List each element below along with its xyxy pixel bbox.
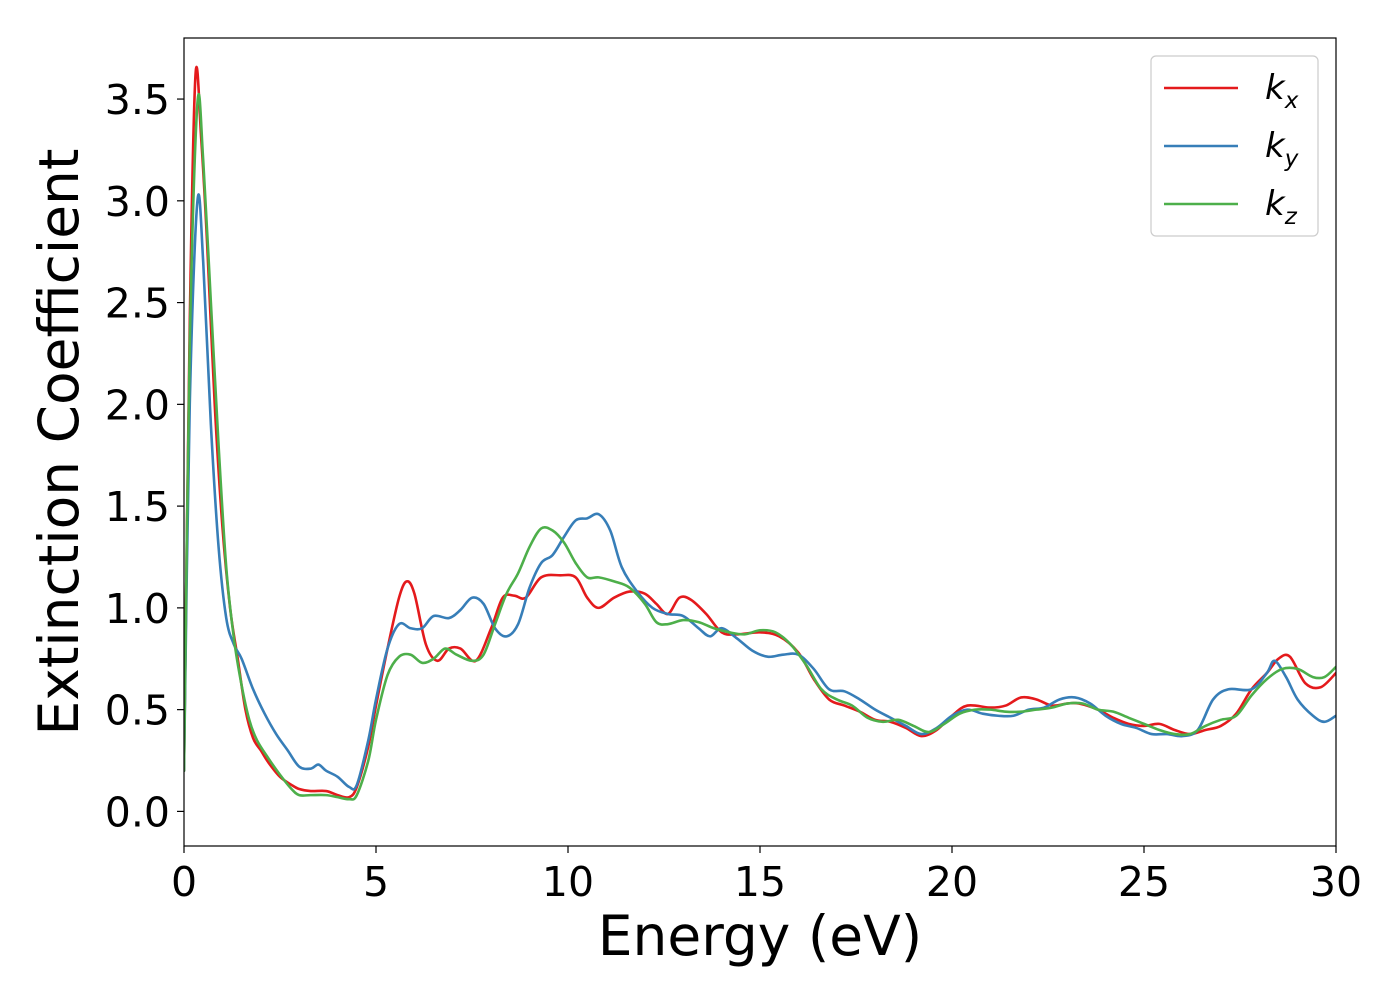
x-axis-ticks: 0 5 10 15 20 25 30 [171, 846, 1362, 906]
legend-label-subscript: y [1284, 146, 1299, 172]
y-axis-label: Extinction Coefficient [27, 149, 91, 736]
legend-label-main: k [1265, 126, 1286, 166]
legend-label-subscript: x [1284, 88, 1299, 114]
y-tick-label: 0.0 [105, 788, 170, 836]
x-tick-label: 25 [1118, 858, 1170, 906]
series-line-kz [184, 92, 1336, 801]
y-tick-label: 2.5 [105, 280, 170, 328]
y-tick-label: 2.0 [105, 381, 170, 429]
y-tick-label: 1.5 [105, 483, 170, 531]
y-tick-label: 1.0 [105, 585, 170, 633]
x-tick-label: 15 [734, 858, 786, 906]
x-tick-label: 5 [363, 858, 389, 906]
y-tick-label: 0.5 [105, 687, 170, 735]
legend-label-main: k [1265, 68, 1286, 108]
y-tick-label: 3.0 [105, 178, 170, 226]
x-axis-label: Energy (eV) [598, 904, 922, 968]
x-tick-label: 0 [171, 858, 197, 906]
legend-label-main: k [1265, 184, 1286, 224]
legend-label-subscript: z [1284, 204, 1298, 230]
series-line-ky [184, 193, 1336, 791]
y-tick-label: 3.5 [105, 76, 170, 124]
series-line-kx [184, 65, 1336, 799]
x-tick-label: 20 [926, 858, 978, 906]
x-tick-label: 10 [542, 858, 594, 906]
series-layer [184, 65, 1336, 801]
x-tick-label: 30 [1310, 858, 1362, 906]
legend-label-kz: kz [1265, 184, 1298, 230]
y-axis-ticks: 0.0 0.5 1.0 1.5 2.0 2.5 3.0 3.5 [105, 76, 184, 836]
legend-label-ky: ky [1265, 126, 1299, 172]
legend-label-kx: kx [1265, 68, 1299, 114]
